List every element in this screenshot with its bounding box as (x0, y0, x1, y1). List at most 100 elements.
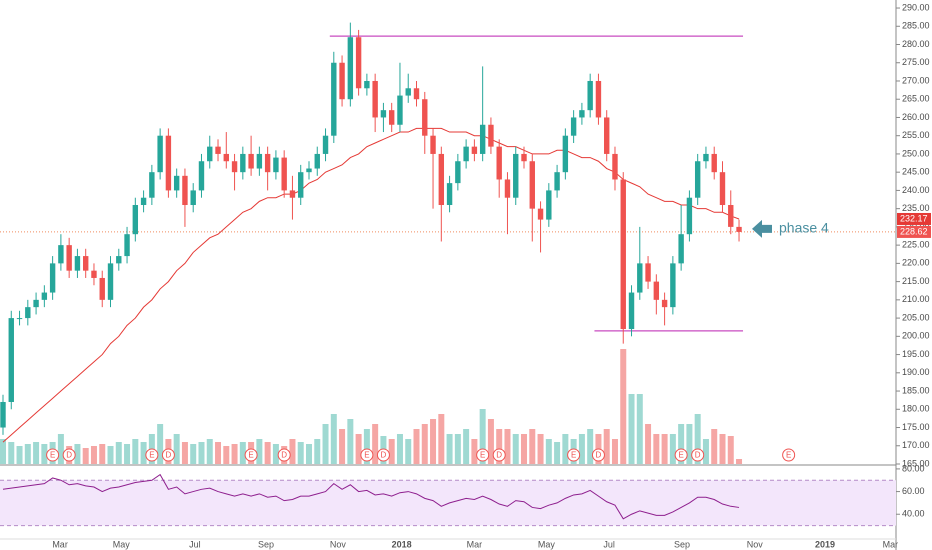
volume-bar (115, 442, 122, 464)
x-tick-label: Mar (52, 539, 68, 549)
volume-bar (463, 429, 470, 464)
candle-body (430, 135, 436, 154)
candle-body (281, 157, 287, 191)
volume-bar (264, 442, 271, 464)
candle-body (306, 168, 312, 173)
candle-body (58, 245, 64, 264)
candle-body (422, 99, 428, 136)
volume-bar (454, 434, 461, 464)
volume-bar (372, 424, 379, 464)
y-tick-label: 275.00 (902, 57, 930, 67)
candle-body (604, 117, 610, 154)
volume-bar (636, 394, 643, 464)
volume-bar (132, 439, 139, 464)
candle-body (521, 153, 527, 162)
y-tick-label: 175.00 (902, 422, 930, 432)
volume-bar (24, 444, 31, 464)
volume-bar (41, 444, 48, 464)
candle-body (8, 318, 14, 402)
candle-body (273, 157, 279, 173)
candle-body (339, 62, 345, 100)
candle-body (413, 88, 420, 100)
candle-body (529, 161, 535, 209)
y-tick-label: 180.00 (902, 404, 930, 414)
volume-bar (645, 424, 652, 464)
candle-body (264, 153, 271, 173)
volume-bar (206, 439, 213, 464)
y-tick-label: 265.00 (902, 94, 930, 104)
volume-bar (702, 439, 709, 464)
event-label: E (149, 451, 154, 460)
candle-body (612, 153, 618, 180)
candle-body (513, 153, 519, 198)
event-marker (567, 448, 581, 462)
volume-bar (256, 439, 263, 464)
candle-body (215, 146, 221, 154)
volume-bar (438, 414, 445, 464)
candle-body (703, 153, 709, 162)
volume-bar (479, 409, 486, 464)
candle-body (240, 153, 246, 173)
event-label: E (248, 451, 253, 460)
volume-bar (289, 439, 296, 464)
x-tick-label: Mar (467, 539, 483, 549)
x-tick-label: 2019 (815, 539, 835, 549)
candle-body (463, 146, 469, 162)
volume-bar (537, 434, 544, 464)
candle-body (25, 307, 31, 319)
y-tick-label: 185.00 (902, 385, 930, 395)
candle-body (289, 190, 296, 198)
volume-bar (305, 444, 312, 464)
rsi-band (0, 480, 896, 526)
event-label: E (786, 451, 791, 460)
volume-bar (355, 434, 362, 464)
last-price-label: 228.62 (900, 226, 928, 236)
event-marker (782, 448, 796, 462)
event-marker (674, 448, 688, 462)
candle-body (537, 208, 544, 220)
volume-bar (562, 434, 569, 464)
y-tick-label: 250.00 (902, 148, 930, 158)
event-label: D (381, 451, 387, 460)
candle-body (546, 190, 552, 220)
candle-body (587, 80, 593, 111)
candle-body (488, 124, 494, 147)
candle-body (380, 110, 387, 118)
candle-body (628, 292, 635, 330)
x-tick-label: Nov (747, 539, 764, 549)
candle-body (562, 135, 569, 173)
volume-bar (198, 442, 205, 464)
candle-body (165, 135, 172, 191)
y-tick-label: 270.00 (902, 75, 930, 85)
volume-bar (587, 429, 594, 464)
volume-bar (322, 424, 329, 464)
candle-body (190, 190, 196, 206)
volume-bar (504, 429, 511, 464)
volume-bar (57, 434, 64, 464)
volume-bar (512, 434, 519, 464)
volume-bar (545, 439, 552, 464)
candle-body (248, 153, 254, 169)
volume-bar (107, 446, 114, 464)
candle-body (347, 37, 354, 100)
x-tick-label: 2018 (392, 539, 412, 549)
candle-body (694, 161, 701, 198)
candle-body (132, 205, 139, 235)
event-marker (145, 448, 159, 462)
volume-bar (239, 442, 246, 464)
candle-body (173, 175, 180, 191)
volume-bar (727, 436, 734, 464)
candle-body (554, 172, 560, 191)
event-label: D (596, 451, 602, 460)
event-marker (492, 448, 506, 462)
y-tick-label: 255.00 (902, 130, 930, 140)
volume-bar (521, 434, 528, 464)
volume-bar (314, 439, 321, 464)
x-tick-label: Sep (674, 539, 690, 549)
candle-body (355, 37, 362, 89)
candle-body (322, 135, 329, 154)
candle-body (728, 205, 734, 227)
candle-body (479, 124, 486, 154)
event-label: E (364, 451, 369, 460)
